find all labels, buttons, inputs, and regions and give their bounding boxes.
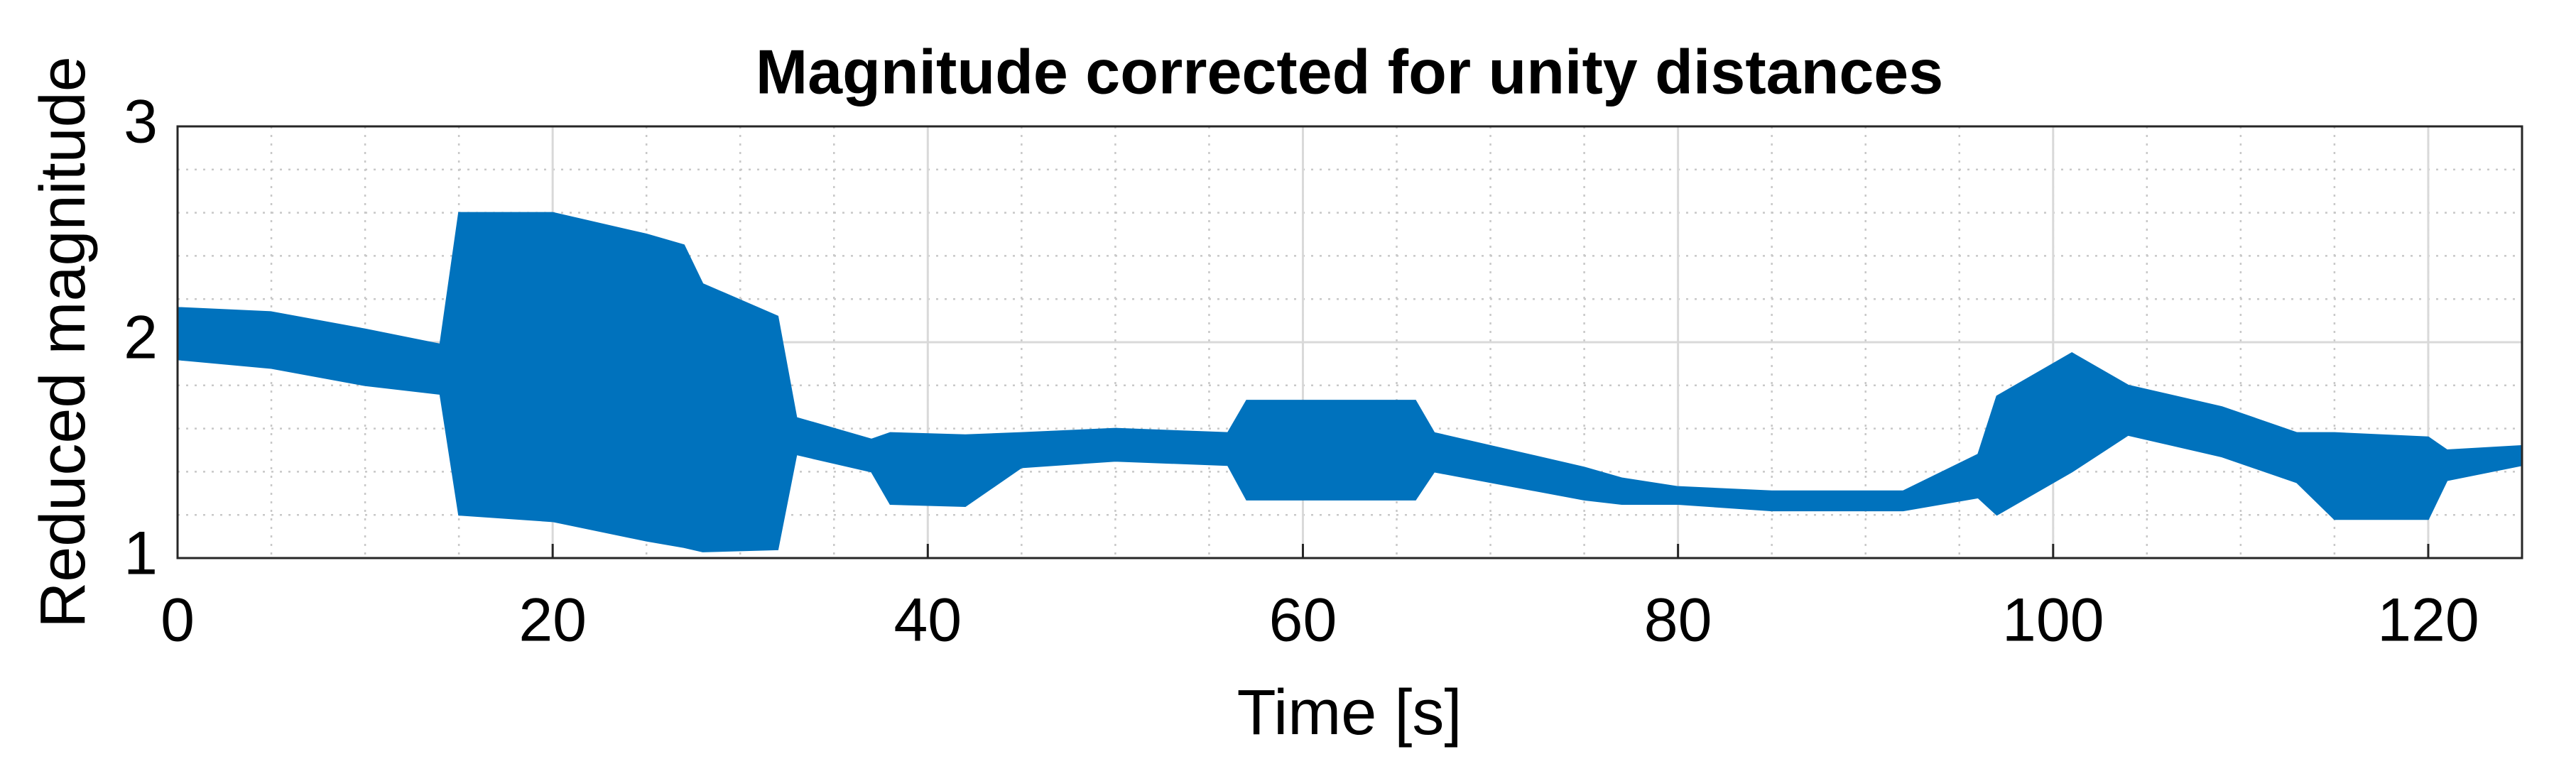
y-tick-label: 3 [124,88,158,156]
x-tick-label: 120 [2377,586,2479,655]
x-tick-label: 100 [2002,586,2104,655]
x-tick-label: 80 [1644,586,1712,655]
axes-frame [176,125,2523,559]
x-tick-label: 60 [1269,586,1337,655]
y-tick-label: 2 [124,304,158,372]
x-tick-label: 0 [161,586,195,655]
chart-title: Magnitude corrected for unity distances [756,36,1943,106]
y-tick-label: 1 [124,520,158,588]
x-tick-label: 40 [893,586,962,655]
x-axis-label: Time [s] [1237,677,1462,748]
y-axis-label: Reduced magnitude [28,56,99,628]
x-tick-label: 20 [518,586,587,655]
